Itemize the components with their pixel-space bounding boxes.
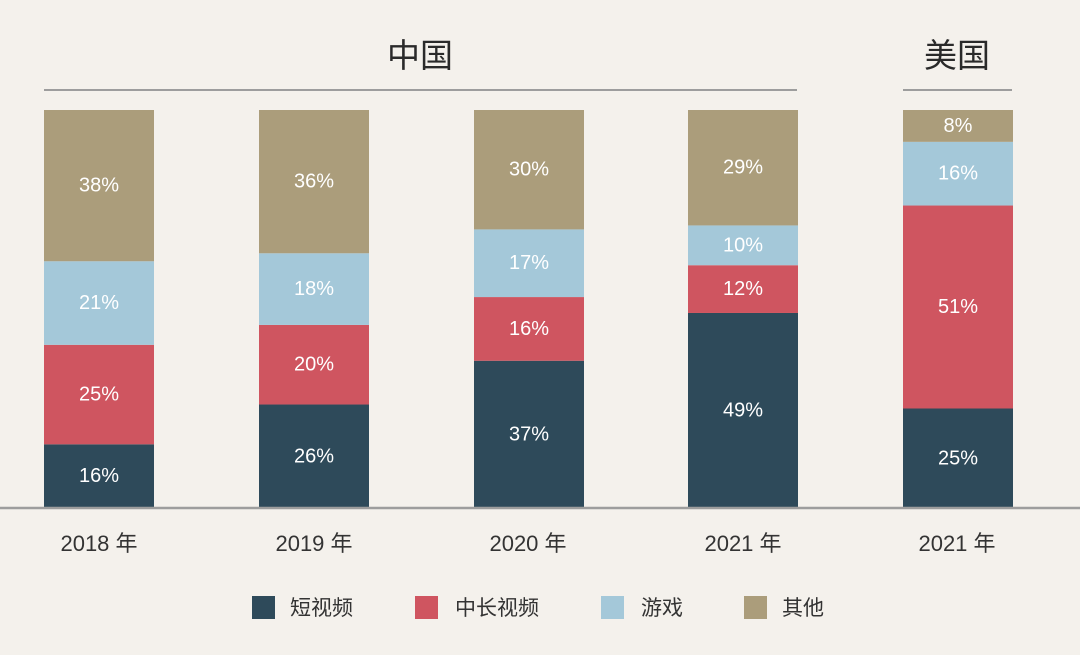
group-title-china: 中国	[387, 36, 453, 75]
bar-segment-mid-long-video-4	[688, 265, 798, 313]
bar-segment-other-2	[259, 110, 369, 254]
bar-segment-mid-long-video-3	[474, 297, 584, 361]
bar-segment-mid-long-video-5	[903, 205, 1013, 409]
value-label-other-1: 38%	[79, 175, 119, 197]
value-label-short-video-4: 49%	[723, 399, 763, 421]
bar-segment-mid-long-video-2	[259, 324, 369, 405]
legend-label-game: 游戏	[641, 596, 683, 620]
bar-segment-other-4	[688, 110, 798, 226]
legend-swatch-other	[744, 596, 767, 619]
value-label-other-2: 36%	[294, 171, 334, 193]
tick-label-2: 2019 年	[275, 531, 352, 556]
group-header-usa: 美国	[903, 36, 1012, 91]
value-label-game-5: 16%	[938, 163, 978, 185]
bar-segment-game-4	[688, 225, 798, 266]
value-label-game-4: 10%	[723, 234, 763, 256]
value-label-mid-long-video-5: 51%	[938, 296, 978, 318]
bar-segment-other-5	[903, 110, 1013, 142]
bars: 16% 25% 21% 38% 26% 20% 18% 36% 37% 16% 17% 30% 49% 1…	[44, 110, 1013, 508]
bar-segment-short-video-4	[688, 312, 798, 508]
bar-segment-game-3	[474, 229, 584, 298]
bar-segment-game-5	[903, 141, 1013, 206]
tick-label-5: 2021 年	[918, 531, 995, 556]
bar-segment-short-video-3	[474, 360, 584, 508]
stacked-bar-1: 16% 25% 21% 38%	[44, 110, 154, 508]
value-label-mid-long-video-3: 16%	[509, 318, 549, 340]
legend: 短视频 中长视频 游戏 其他	[252, 596, 824, 620]
bar-segment-short-video-5	[903, 408, 1013, 508]
bar-segment-game-1	[44, 261, 154, 345]
legend-item-game: 游戏	[601, 596, 683, 620]
bar-segment-other-3	[474, 110, 584, 230]
bar-segment-short-video-1	[44, 444, 154, 508]
value-label-short-video-2: 26%	[294, 445, 334, 467]
tick-label-3: 2020 年	[489, 531, 566, 556]
x-axis-tick-labels: 2018 年 2019 年 2020 年 2021 年 2021 年	[60, 531, 995, 556]
value-label-other-4: 29%	[723, 157, 763, 179]
value-label-short-video-5: 25%	[938, 447, 978, 469]
legend-item-mid-long-video: 中长视频	[415, 596, 539, 620]
legend-label-other: 其他	[782, 596, 824, 620]
bar-segment-game-2	[259, 253, 369, 325]
legend-label-mid-long-video: 中长视频	[455, 596, 539, 620]
value-label-other-3: 30%	[509, 159, 549, 181]
value-label-mid-long-video-1: 25%	[79, 384, 119, 406]
bar-segment-short-video-2	[259, 404, 369, 508]
legend-swatch-game	[601, 596, 624, 619]
value-label-other-5: 8%	[944, 115, 973, 137]
bar-segment-other-1	[44, 110, 154, 262]
value-label-short-video-3: 37%	[509, 423, 549, 445]
value-label-mid-long-video-2: 20%	[294, 354, 334, 376]
legend-item-short-video: 短视频	[252, 596, 353, 620]
value-label-game-2: 18%	[294, 278, 334, 300]
value-label-game-3: 17%	[509, 252, 549, 274]
tick-label-4: 2021 年	[704, 531, 781, 556]
value-label-game-1: 21%	[79, 292, 119, 314]
value-label-mid-long-video-4: 12%	[723, 278, 763, 300]
stacked-bar-2: 26% 20% 18% 36%	[259, 110, 369, 508]
bar-segment-mid-long-video-1	[44, 344, 154, 445]
legend-swatch-mid-long-video	[415, 596, 438, 619]
legend-swatch-short-video	[252, 596, 275, 619]
legend-label-short-video: 短视频	[290, 596, 353, 620]
group-header-china: 中国	[44, 36, 797, 91]
stacked-bar-4: 49% 12% 10% 29%	[688, 110, 798, 508]
value-label-short-video-1: 16%	[79, 465, 119, 487]
stacked-bar-3: 37% 16% 17% 30%	[474, 110, 584, 508]
group-title-usa: 美国	[924, 36, 990, 75]
tick-label-1: 2018 年	[60, 531, 137, 556]
stacked-bar-5: 25% 51% 16% 8%	[903, 110, 1013, 508]
legend-item-other: 其他	[744, 596, 824, 620]
